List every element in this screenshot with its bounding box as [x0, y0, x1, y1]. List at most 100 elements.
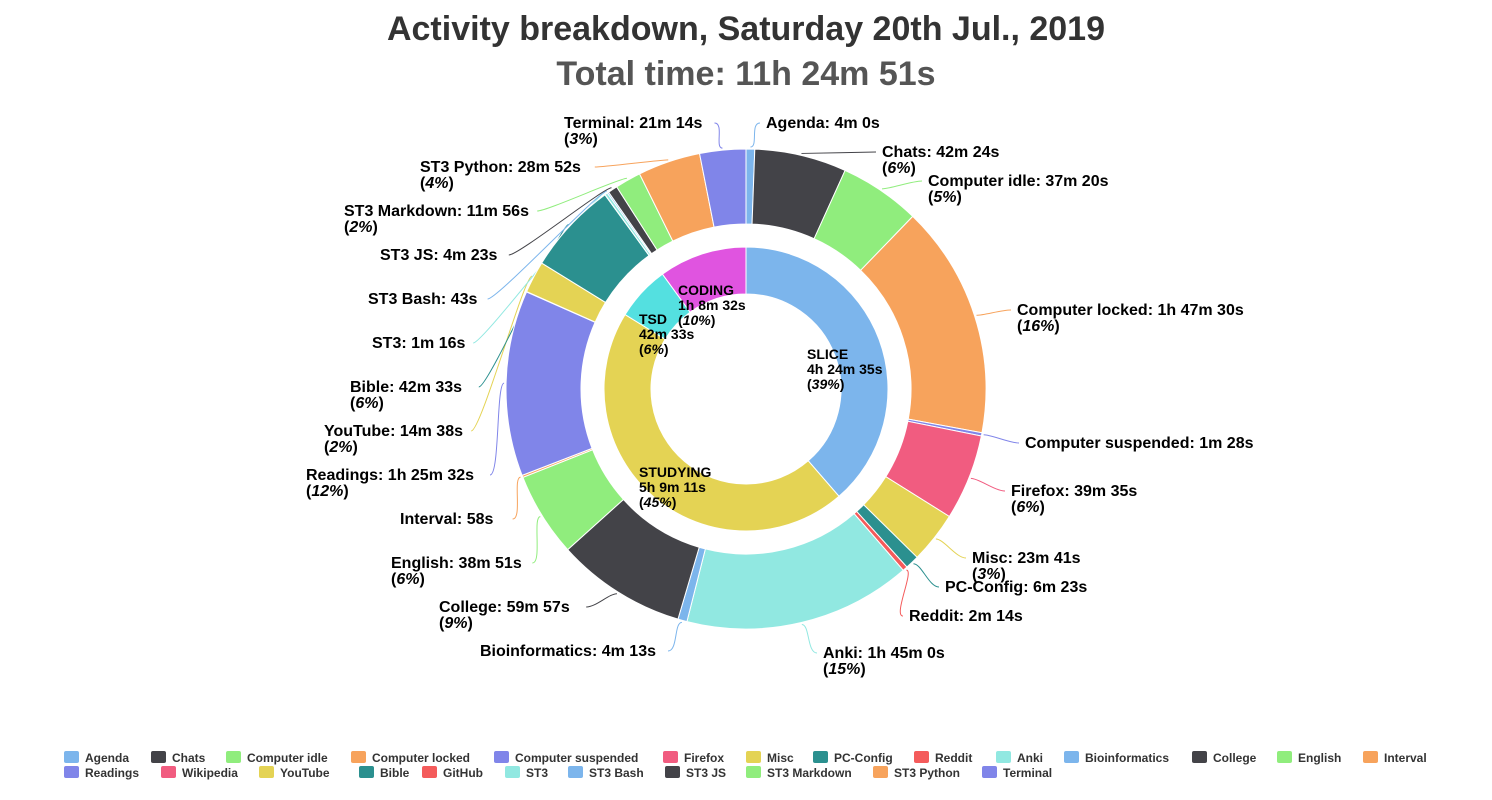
legend-item-st3[interactable]: ST3: [505, 766, 548, 780]
data-label-percent-computer-idle: (5%): [928, 189, 962, 206]
legend-item-st3-python[interactable]: ST3 Python: [873, 766, 960, 780]
legend-item-english[interactable]: English: [1277, 751, 1341, 765]
inner-label-name-studying: STUDYING: [639, 464, 711, 480]
legend-swatch-computer-suspended: [494, 751, 509, 763]
legend-label-st3-markdown: ST3 Markdown: [767, 766, 852, 780]
outer-slice-terminal[interactable]: [698, 148, 747, 228]
legend-label-computer-locked: Computer locked: [372, 751, 470, 765]
inner-label-percent-coding: (10%): [678, 312, 715, 328]
data-label-bioinformatics: Bioinformatics: 4m 13s: [480, 643, 656, 660]
data-label-percent-misc: (3%): [972, 566, 1006, 583]
legend-label-bible: Bible: [380, 766, 410, 780]
legend-item-interval[interactable]: Interval: [1363, 751, 1427, 765]
legend-label-st3: ST3: [526, 766, 548, 780]
legend-swatch-anki: [996, 751, 1011, 763]
legend-item-chats[interactable]: Chats: [151, 751, 206, 765]
data-label-percent-college: (9%): [439, 615, 473, 632]
legend-item-terminal[interactable]: Terminal: [982, 766, 1052, 780]
data-label-misc: Misc: 23m 41s: [972, 550, 1081, 567]
legend-item-anki[interactable]: Anki: [996, 751, 1043, 765]
data-label-st3-bash: ST3 Bash: 43s: [368, 291, 477, 308]
legend-item-computer-suspended[interactable]: Computer suspended: [494, 751, 638, 765]
connector-readings: [489, 382, 505, 476]
connector-computer-locked: [976, 309, 1012, 316]
legend-swatch-computer-idle: [226, 751, 241, 763]
connector-computer-idle: [881, 180, 923, 190]
legend-label-agenda: Agenda: [85, 751, 129, 765]
connector-college: [586, 593, 618, 608]
data-label-st3-python: ST3 Python: 28m 52s: [420, 159, 581, 176]
data-label-percent-firefox: (6%): [1011, 499, 1045, 516]
legend-label-computer-idle: Computer idle: [247, 751, 328, 765]
data-label-terminal: Terminal: 21m 14s: [564, 115, 703, 132]
connector-st3-markdown: [537, 177, 628, 212]
data-label-st3-markdown: ST3 Markdown: 11m 56s: [344, 203, 529, 220]
data-label-chats: Chats: 42m 24s: [882, 144, 999, 161]
inner-label-percent-slice: (39%): [807, 376, 844, 392]
legend-item-bioinformatics[interactable]: Bioinformatics: [1064, 751, 1169, 765]
outer-slice-readings[interactable]: [505, 291, 596, 477]
legend-label-st3-python: ST3 Python: [894, 766, 960, 780]
legend-item-computer-locked[interactable]: Computer locked: [351, 751, 470, 765]
legend-label-terminal: Terminal: [1003, 766, 1052, 780]
legend-label-github: GitHub: [443, 766, 483, 780]
connector-terminal: [714, 122, 723, 149]
legend-swatch-bioinformatics: [1064, 751, 1079, 763]
legend-item-firefox[interactable]: Firefox: [663, 751, 724, 765]
connector-reddit: [899, 569, 909, 617]
legend-item-youtube[interactable]: YouTube: [259, 766, 330, 780]
inner-label-value-coding: 1h 8m 32s: [678, 297, 746, 313]
inner-slice-coding[interactable]: [661, 246, 747, 313]
legend-item-college[interactable]: College: [1192, 751, 1257, 765]
legend-label-anki: Anki: [1017, 751, 1043, 765]
legend-item-bible[interactable]: Bible: [359, 766, 410, 780]
connector-anki: [801, 623, 818, 654]
legend-swatch-misc: [746, 751, 761, 763]
legend-label-youtube: YouTube: [280, 766, 330, 780]
data-label-percent-bible: (6%): [350, 395, 384, 412]
data-label-readings: Readings: 1h 25m 32s: [306, 467, 474, 484]
legend-swatch-st3-python: [873, 766, 888, 778]
data-label-percent-terminal: (3%): [564, 131, 598, 148]
data-label-reddit: Reddit: 2m 14s: [909, 608, 1023, 625]
legend-swatch-readings: [64, 766, 79, 778]
legend-item-agenda[interactable]: Agenda: [64, 751, 129, 765]
connector-lines: [470, 122, 1020, 654]
legend-item-st3-markdown[interactable]: ST3 Markdown: [746, 766, 852, 780]
data-label-bible: Bible: 42m 33s: [350, 379, 462, 396]
connector-agenda: [750, 122, 761, 148]
legend-item-reddit[interactable]: Reddit: [914, 751, 972, 765]
data-label-firefox: Firefox: 39m 35s: [1011, 483, 1137, 500]
legend-item-pc-config[interactable]: PC-Config: [813, 751, 893, 765]
legend-item-st3-bash[interactable]: ST3 Bash: [568, 766, 644, 780]
connector-pc-config: [913, 563, 940, 588]
legend-swatch-st3-markdown: [746, 766, 761, 778]
connector-st3-bash: [487, 190, 608, 300]
data-label-anki: Anki: 1h 45m 0s: [823, 645, 945, 662]
legend-item-misc[interactable]: Misc: [746, 751, 794, 765]
inner-slice-slice[interactable]: [745, 246, 889, 498]
legend-swatch-firefox: [663, 751, 678, 763]
inner-label-name-coding: CODING: [678, 282, 734, 298]
legend-swatch-terminal: [982, 766, 997, 778]
legend-item-readings[interactable]: Readings: [64, 766, 139, 780]
data-label-percent-youtube: (2%): [324, 439, 358, 456]
data-label-percent-chats: (6%): [882, 160, 916, 177]
legend-label-st3-bash: ST3 Bash: [589, 766, 644, 780]
chart-subtitle: Total time: 11h 24m 51s: [556, 55, 936, 93]
legend-swatch-wikipedia: [161, 766, 176, 778]
legend-label-wikipedia: Wikipedia: [182, 766, 238, 780]
inner-slice-studying[interactable]: [603, 313, 840, 532]
connector-misc: [935, 538, 967, 559]
legend-swatch-agenda: [64, 751, 79, 763]
legend-item-computer-idle[interactable]: Computer idle: [226, 751, 328, 765]
data-label-youtube: YouTube: 14m 38s: [324, 423, 463, 440]
legend-item-wikipedia[interactable]: Wikipedia: [161, 766, 238, 780]
data-label-computer-locked: Computer locked: 1h 47m 30s: [1017, 302, 1244, 319]
connector-st3-js: [508, 187, 612, 256]
inner-label-name-tsd: TSD: [639, 311, 667, 327]
legend-item-st3-js[interactable]: ST3 JS: [665, 766, 726, 780]
legend-item-github[interactable]: GitHub: [422, 766, 483, 780]
data-label-percent-english: (6%): [391, 571, 425, 588]
